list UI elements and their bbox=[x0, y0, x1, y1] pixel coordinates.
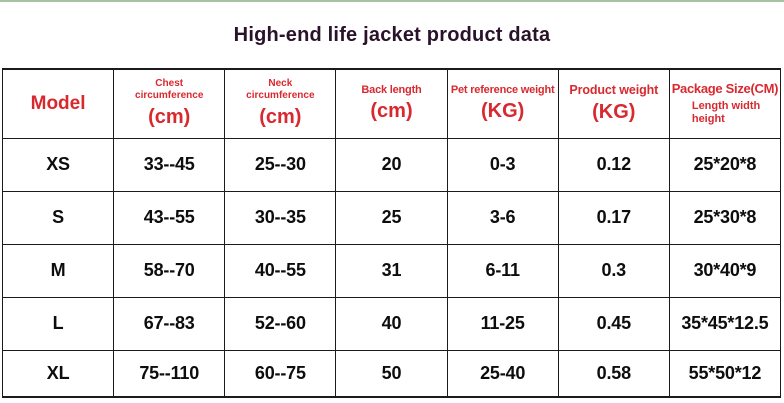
cell-back-length: 20 bbox=[335, 137, 448, 192]
cell-product-weight: 0.17 bbox=[557, 190, 670, 245]
header-row: Model Chest circumference (cm) Neck circ… bbox=[1, 68, 782, 139]
cell-pet-weight: 6-11 bbox=[446, 243, 559, 298]
cell-back-length: 40 bbox=[335, 296, 448, 351]
col-header-pet-weight-unit: (KG) bbox=[480, 100, 525, 123]
col-header-neck-unit: (cm) bbox=[259, 106, 302, 129]
cell-pet-weight: 11-25 bbox=[446, 296, 559, 351]
table-row-s: S 43--55 30--35 25 3-6 0.17 25*30*8 bbox=[1, 190, 782, 245]
cell-chest: 43--55 bbox=[113, 190, 226, 245]
col-header-package-size: Package Size(CM) Length width height bbox=[668, 68, 782, 139]
title-bar: High-end life jacket product data bbox=[0, 2, 784, 68]
cell-back-length: 25 bbox=[335, 190, 448, 245]
col-header-neck: Neck circumference (cm) bbox=[224, 68, 337, 139]
col-header-chest: Chest circumference (cm) bbox=[113, 68, 226, 139]
cell-package-size: 35*45*12.5 bbox=[668, 296, 782, 351]
cell-product-weight: 0.12 bbox=[557, 137, 670, 192]
table-row-xl: XL 75--110 60--75 50 25-40 0.58 55*50*12 bbox=[1, 349, 782, 398]
cell-model: S bbox=[1, 190, 115, 245]
cell-chest: 33--45 bbox=[113, 137, 226, 192]
product-data-table: Model Chest circumference (cm) Neck circ… bbox=[1, 68, 782, 398]
cell-neck: 25--30 bbox=[224, 137, 337, 192]
table-row-m: M 58--70 40--55 31 6-11 0.3 30*40*9 bbox=[1, 243, 782, 298]
cell-package-size: 30*40*9 bbox=[668, 243, 782, 298]
col-header-model-label: Model bbox=[30, 92, 86, 114]
cell-neck: 30--35 bbox=[224, 190, 337, 245]
cell-neck: 40--55 bbox=[224, 243, 337, 298]
cell-package-size: 25*30*8 bbox=[668, 190, 782, 245]
cell-chest: 67--83 bbox=[113, 296, 226, 351]
cell-neck: 60--75 bbox=[224, 349, 337, 398]
col-header-neck-label: Neck circumference bbox=[246, 78, 315, 102]
col-header-pet-weight: Pet reference weight (KG) bbox=[446, 68, 559, 139]
cell-chest: 75--110 bbox=[113, 349, 226, 398]
col-header-chest-unit: (cm) bbox=[148, 106, 191, 129]
cell-pet-weight: 25-40 bbox=[446, 349, 559, 398]
cell-pet-weight: 3-6 bbox=[446, 190, 559, 245]
col-header-chest-label: Chest circumference bbox=[135, 78, 204, 102]
cell-model: L bbox=[1, 296, 115, 351]
cell-model: M bbox=[1, 243, 115, 298]
col-header-product-weight-unit: (KG) bbox=[592, 101, 636, 124]
col-header-product-weight-label: Product weight bbox=[569, 83, 659, 98]
col-header-pet-weight-label: Pet reference weight bbox=[450, 84, 555, 97]
cell-product-weight: 0.58 bbox=[557, 349, 670, 398]
cell-back-length: 50 bbox=[335, 349, 448, 398]
cell-package-size: 55*50*12 bbox=[668, 349, 782, 398]
col-header-model: Model bbox=[1, 68, 115, 139]
col-header-product-weight: Product weight (KG) bbox=[557, 68, 670, 139]
cell-package-size: 25*20*8 bbox=[668, 137, 782, 192]
cell-product-weight: 0.3 bbox=[557, 243, 670, 298]
cell-model: XL bbox=[1, 349, 115, 398]
cell-chest: 58--70 bbox=[113, 243, 226, 298]
table-row-l: L 67--83 52--60 40 11-25 0.45 35*45*12.5 bbox=[1, 296, 782, 351]
top-edge-strip bbox=[0, 0, 784, 2]
cell-back-length: 31 bbox=[335, 243, 448, 298]
cell-pet-weight: 0-3 bbox=[446, 137, 559, 192]
table-row-xs: XS 33--45 25--30 20 0-3 0.12 25*20*8 bbox=[1, 137, 782, 192]
cell-product-weight: 0.45 bbox=[557, 296, 670, 351]
col-header-back-length-unit: (cm) bbox=[370, 100, 413, 123]
page-title: High-end life jacket product data bbox=[233, 23, 551, 46]
col-header-package-size-sub: Length width height bbox=[691, 100, 761, 126]
col-header-package-size-label: Package Size(CM) bbox=[671, 81, 779, 97]
cell-neck: 52--60 bbox=[224, 296, 337, 351]
cell-model: XS bbox=[1, 137, 115, 192]
col-header-back-length: Back length (cm) bbox=[335, 68, 448, 139]
col-header-back-length-label: Back length bbox=[361, 84, 422, 97]
